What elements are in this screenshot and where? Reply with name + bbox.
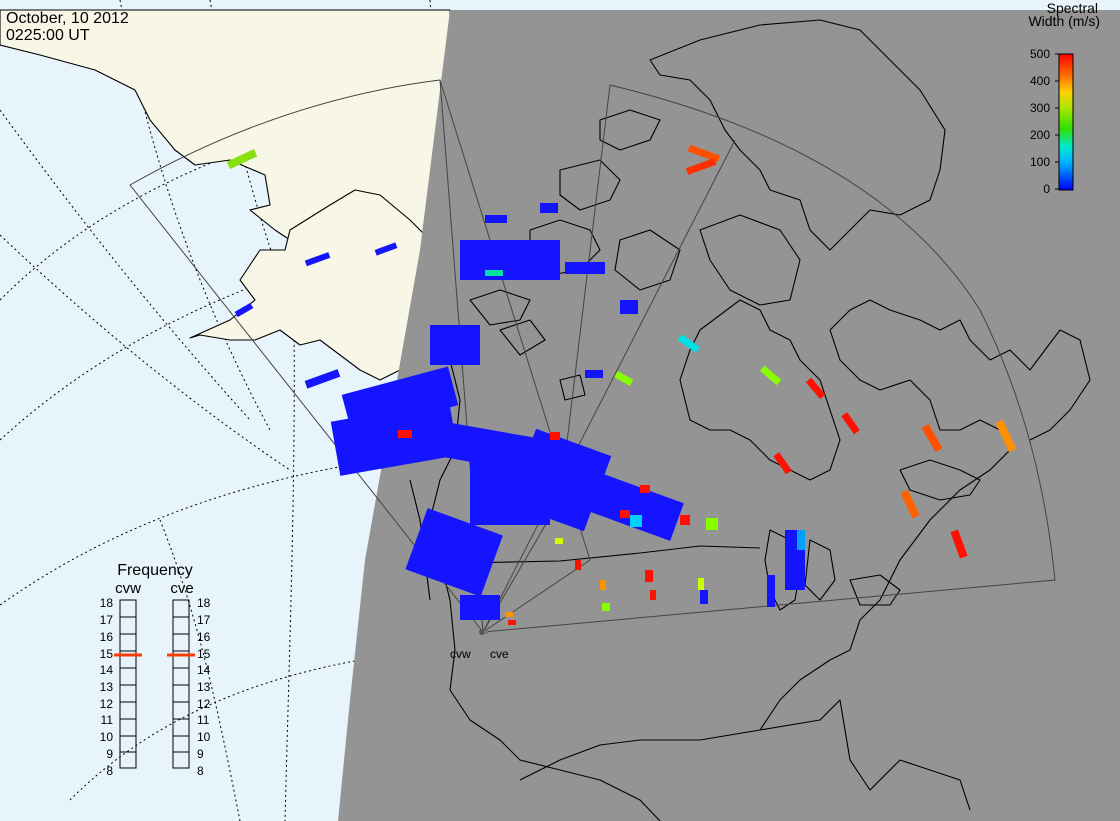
frequency-tick-label: 11 [101, 713, 114, 727]
night-shade [338, 10, 1120, 821]
frequency-tick-label: 17 [197, 613, 211, 627]
frequency-tick-label: 14 [197, 663, 211, 677]
day-land [0, 9, 451, 381]
date-label: October, 10 2012 [6, 10, 129, 27]
frequency-tick-label: 13 [197, 680, 211, 694]
frequency-tick-label: 8 [197, 764, 204, 778]
colorbar-tick-label: 300 [1030, 101, 1050, 115]
colorbar-tick-label: 0 [1043, 182, 1050, 196]
colorbar-title: Width (m/s) [1028, 13, 1100, 29]
station-label: cvw [450, 647, 471, 661]
frequency-radar-label: cvw [115, 580, 141, 597]
backscatter-cells [226, 144, 1017, 625]
colorbar-title: Spectral [1047, 0, 1098, 16]
us-canada-border [459, 545, 761, 564]
frequency-tick-label: 11 [197, 713, 210, 727]
colorbar-tick-label: 200 [1030, 128, 1050, 142]
frequency-title: Frequency [117, 562, 193, 579]
frequency-tick-label: 17 [100, 613, 114, 627]
frequency-tick-label: 10 [197, 730, 211, 744]
station-label: cve [490, 647, 509, 661]
frequency-tick-label: 12 [100, 697, 114, 711]
time-label: 0225:00 UT [6, 27, 90, 44]
frequency-tick-label: 13 [100, 680, 114, 694]
frequency-tick-label: 9 [197, 747, 204, 761]
colorbar: Spectral Width (m/s) 500 400 300 200 100… [1028, 0, 1100, 196]
frequency-panel: Frequency cvw cve 18 17 16 15 14 13 [100, 562, 211, 778]
frequency-tick-label: 16 [197, 630, 211, 644]
station-markers [479, 629, 488, 635]
frequency-tick-label: 15 [197, 647, 211, 661]
colorbar-tick-label: 400 [1030, 74, 1050, 88]
frequency-column-cvw [119, 599, 137, 769]
frequency-column-cve [172, 599, 190, 769]
frequency-tick-label: 9 [106, 747, 113, 761]
station-cve-marker [484, 630, 488, 634]
frequency-tick-label: 18 [197, 596, 211, 610]
frequency-tick-label: 18 [100, 596, 114, 610]
frequency-tick-label: 12 [197, 697, 211, 711]
frequency-tick-label: 14 [100, 663, 114, 677]
colorbar-tick-label: 100 [1030, 155, 1050, 169]
station-cvw-marker [479, 629, 485, 635]
colorbar-ticks [1055, 53, 1059, 190]
colorbar-gradient [1058, 53, 1074, 191]
frequency-tick-label: 15 [100, 647, 114, 661]
frequency-tick-label: 10 [100, 730, 114, 744]
frequency-tick-label: 8 [106, 764, 113, 778]
frequency-radar-label: cve [170, 580, 193, 597]
colorbar-tick-label: 500 [1030, 47, 1050, 61]
frequency-tick-label: 16 [100, 630, 114, 644]
